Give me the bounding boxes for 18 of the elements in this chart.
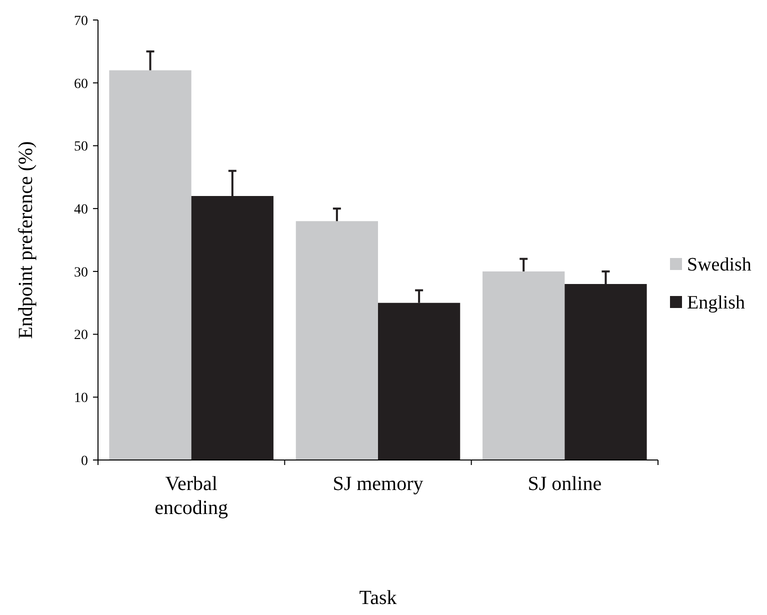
x-tick-label: SJ online — [528, 473, 602, 495]
y-tick-label: 20 — [74, 328, 88, 344]
y-tick-label: 0 — [81, 454, 88, 469]
bar — [296, 221, 378, 460]
x-axis-title: Task — [359, 587, 397, 609]
bar — [482, 271, 565, 460]
legend-label: Swedish — [687, 254, 752, 276]
y-tick-label: 40 — [74, 202, 88, 218]
bar — [109, 70, 192, 460]
y-tick-label: 30 — [74, 265, 88, 280]
y-tick-label: 70 — [74, 14, 88, 29]
y-tick-label: 60 — [74, 76, 88, 92]
y-axis-title: Endpoint preference (%) — [15, 141, 37, 339]
y-tick-label: 10 — [74, 391, 88, 406]
legend-label: English — [687, 292, 746, 314]
x-tick-label: Verbal encoding — [154, 473, 228, 519]
x-tick-label: SJ memory — [332, 473, 424, 495]
y-tick-label: 50 — [74, 140, 88, 155]
